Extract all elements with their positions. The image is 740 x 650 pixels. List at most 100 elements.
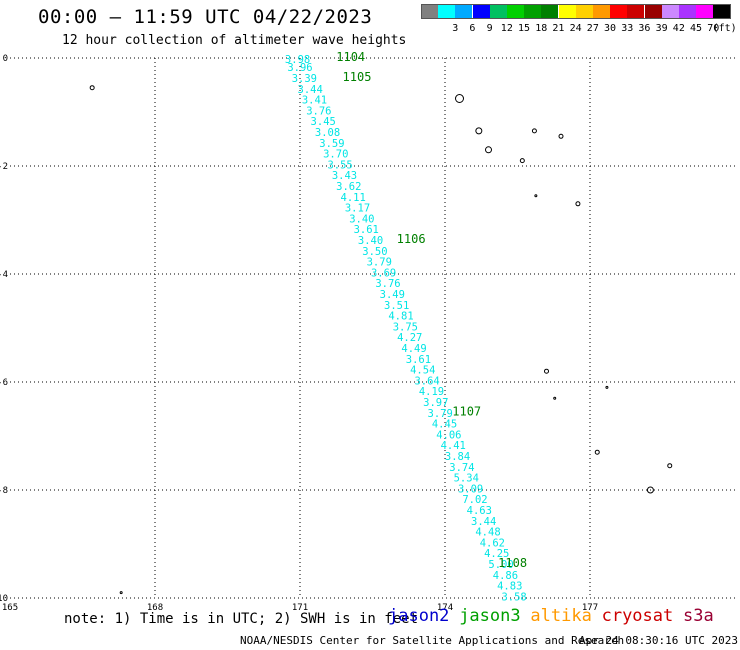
wave-height-reading: 4.19	[419, 386, 444, 398]
wave-height-reading: 3.79	[367, 257, 392, 269]
wave-height-reading: 4.11	[341, 192, 366, 204]
page-title: 00:00 – 11:59 UTC 04/22/2023	[38, 6, 373, 28]
credit-line: NOAA/NESDIS Center for Satellite Applica…	[240, 634, 625, 647]
wave-height-reading: 4.62	[480, 537, 505, 549]
colorbar-label: 18	[535, 23, 548, 34]
wave-height-reading: 3.61	[354, 224, 379, 236]
colorbar-label: 70	[707, 23, 720, 34]
colorbar-swatch	[610, 4, 628, 19]
island-outline	[544, 368, 549, 374]
island-outline	[594, 449, 600, 455]
colorbar-swatch	[455, 4, 473, 19]
colorbar-swatch	[558, 4, 576, 19]
wave-height-reading: 4.83	[497, 581, 522, 593]
wave-height-reading: 4.45	[432, 419, 457, 431]
wave-height-reading: 3.64	[414, 375, 439, 387]
colorbar-unit: (ft)	[712, 23, 737, 34]
colorbar-label: 45	[690, 23, 703, 34]
wave-height-reading: 3.44	[471, 516, 496, 528]
wave-height-reading: 3.08	[315, 127, 340, 139]
wave-height-reading: 3.40	[349, 213, 374, 225]
wave-height-reading: 3.61	[406, 354, 431, 366]
x-tick-label: 165	[2, 603, 18, 613]
satellite-cryosat: cryosat	[601, 606, 674, 626]
satellite-s3a: s3a	[683, 606, 714, 626]
satellite-altika: altika	[530, 606, 592, 626]
colorbar-swatch	[713, 4, 731, 19]
generated-timestamp: Apr 24 08:30:16 UTC 2023	[579, 634, 738, 647]
colorbar-swatch	[472, 4, 490, 19]
wave-height-reading: 3.45	[311, 116, 336, 128]
colorbar-label: 36	[638, 23, 651, 34]
y-tick-label: -8	[0, 486, 8, 496]
wave-height-reading: 5.34	[454, 473, 479, 485]
wave-height-reading: 3.74	[449, 462, 474, 474]
wave-height-reading: 4.25	[484, 548, 509, 560]
island-outline	[558, 133, 564, 139]
wave-height-reading: 3.40	[358, 235, 383, 247]
island-outline	[667, 463, 673, 469]
y-tick-label: -4	[0, 270, 8, 280]
colorbar-label: 6	[469, 23, 476, 34]
wave-height-reading: 3.50	[362, 246, 387, 258]
island-outline	[553, 396, 557, 400]
colorbar-swatch	[541, 4, 559, 19]
wave-height-reading: 3.55	[327, 159, 352, 171]
wave-height-reading: 3.97	[423, 397, 448, 409]
island-outline	[89, 85, 95, 91]
y-tick-label: -10	[0, 594, 8, 604]
wave-height-reading: 4.41	[441, 440, 466, 452]
colorbar-swatch	[524, 4, 542, 19]
wave-height-reading: 4.49	[401, 343, 426, 355]
x-tick-label: 168	[147, 603, 163, 613]
colorbar-label: 21	[552, 23, 565, 34]
wave-height-reading: 3.44	[298, 84, 323, 96]
wave-height-reading: 4.27	[397, 332, 422, 344]
island-outline	[531, 128, 537, 134]
time-label: 1105	[343, 70, 372, 84]
wave-height-reading: 4.86	[493, 570, 518, 582]
island-outline	[119, 591, 123, 595]
colorbar-swatch	[421, 4, 438, 19]
x-tick-label: 174	[437, 603, 453, 613]
wave-height-reading: 3.79	[428, 408, 453, 420]
colorbar-swatch	[438, 4, 456, 19]
wave-height-reading: 4.48	[475, 527, 500, 539]
wave-height-reading: 3.51	[384, 300, 409, 312]
wave-height-reading: 3.43	[332, 170, 357, 182]
island-outline	[455, 94, 464, 103]
satellite-jason2: jason2	[388, 606, 450, 626]
wave-height-reading: 3.39	[292, 73, 317, 85]
colorbar-swatch	[696, 4, 714, 19]
colorbar-label: 33	[621, 23, 634, 34]
island-outline	[534, 194, 538, 198]
wave-height-reading: 3.58	[501, 591, 526, 603]
colorbar-label: 27	[586, 23, 599, 34]
colorbar-label: 12	[500, 23, 513, 34]
x-tick-label: 177	[582, 603, 598, 613]
page-subtitle: 12 hour collection of altimeter wave hei…	[62, 33, 407, 48]
y-tick-label: -6	[0, 378, 8, 388]
island-outline	[485, 146, 492, 154]
wave-height-reading: 3.41	[302, 95, 327, 107]
wave-height-reading: 4.81	[388, 311, 413, 323]
colorbar-swatch	[644, 4, 662, 19]
colorbar-label: 9	[486, 23, 493, 34]
colorbar-swatch	[679, 4, 696, 19]
colorbar-swatch	[627, 4, 645, 19]
time-label: 1107	[452, 405, 481, 419]
colorbar-swatch	[593, 4, 610, 19]
time-label: 1104	[336, 50, 365, 64]
colorbar-label: 39	[655, 23, 668, 34]
wave-height-reading: 7.02	[462, 494, 487, 506]
wave-height-reading: 4.54	[410, 365, 435, 377]
colorbar-frame	[421, 4, 731, 19]
wave-height-reading: 3.59	[319, 138, 344, 150]
wave-height-reading: 3.76	[375, 278, 400, 290]
colorbar-label: 42	[672, 23, 685, 34]
x-tick-label: 171	[292, 603, 308, 613]
colorbar-swatch	[661, 4, 679, 19]
wave-height-reading: 4.06	[436, 429, 461, 441]
